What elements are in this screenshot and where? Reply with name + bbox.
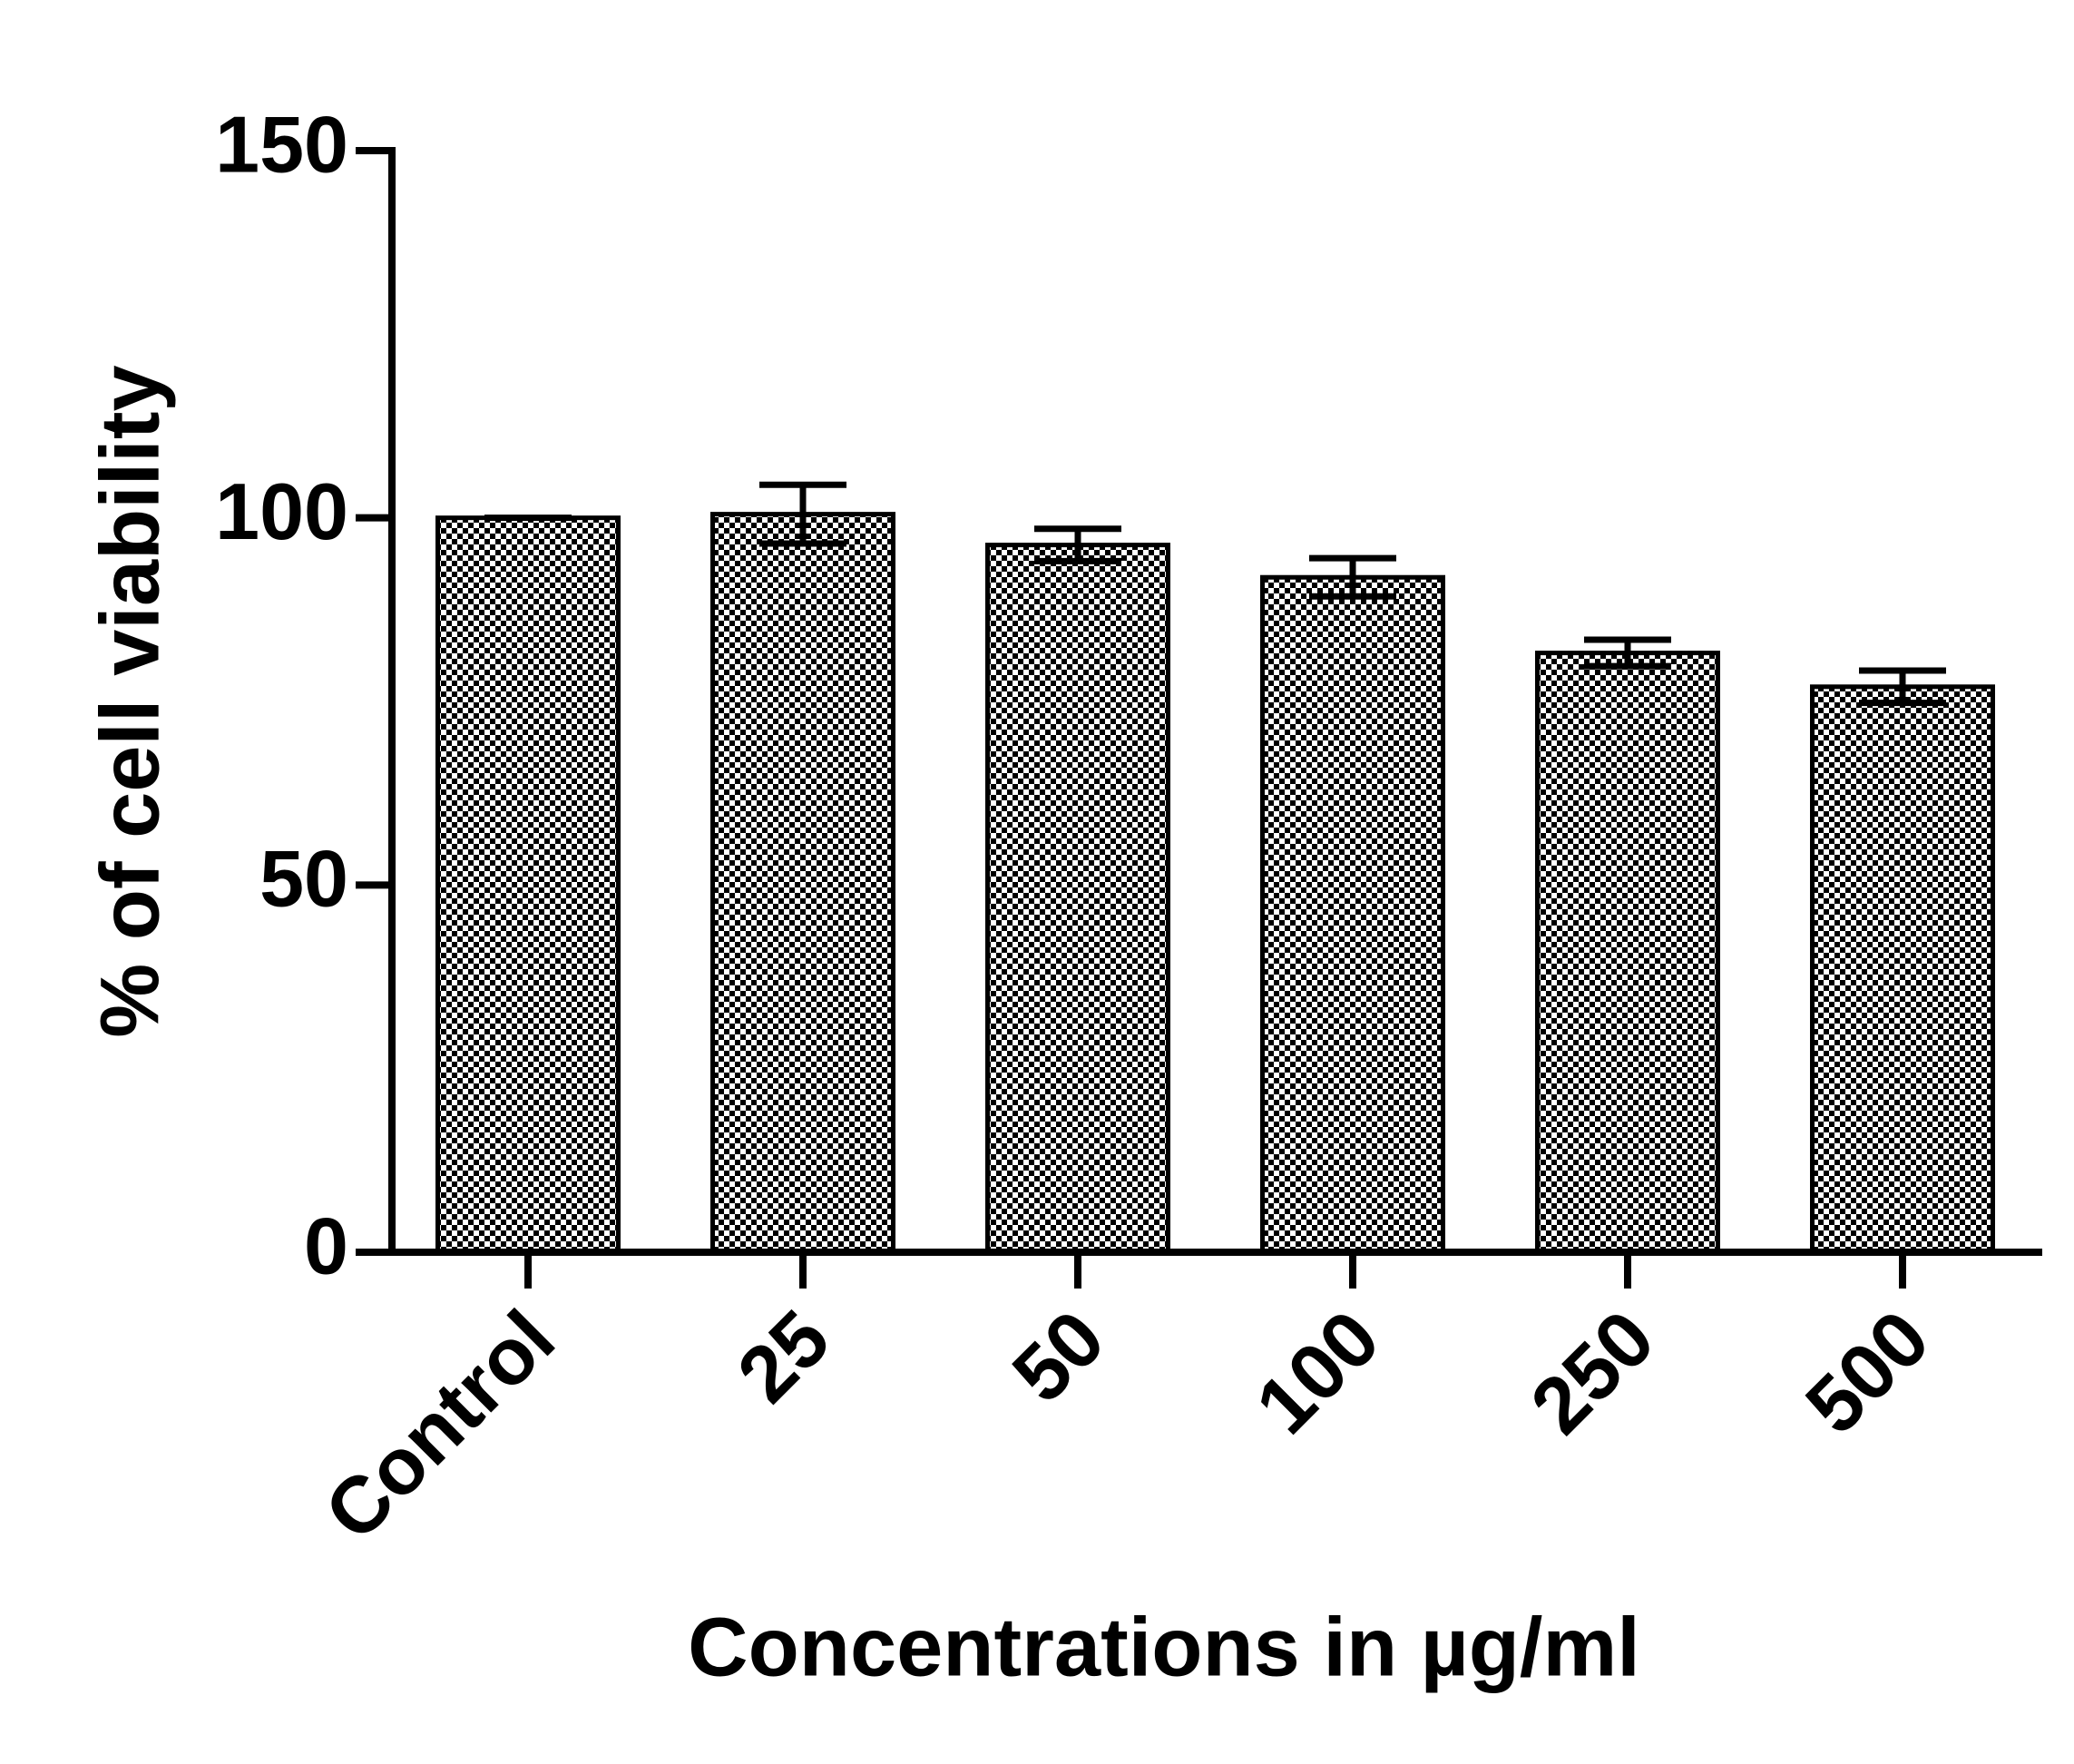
bar — [1810, 684, 1995, 1255]
error-bar — [1584, 636, 1671, 670]
y-tick-label: 150 — [215, 99, 348, 189]
y-tick-label: 100 — [215, 466, 348, 556]
x-tick-label: 500 — [1788, 1293, 1946, 1451]
y-tick-label: 50 — [259, 834, 348, 924]
error-bar — [1034, 525, 1121, 564]
x-tick-label: 100 — [1238, 1293, 1396, 1451]
bar — [435, 515, 621, 1255]
x-axis-title: Concentrations in µg/ml — [688, 1601, 1640, 1693]
y-tick-label: 0 — [304, 1200, 348, 1290]
error-bar — [759, 481, 846, 547]
bar — [1535, 651, 1720, 1255]
x-tick-label: Control — [308, 1293, 572, 1557]
x-tick-label: 50 — [995, 1293, 1121, 1419]
x-tick-label: 25 — [720, 1293, 846, 1419]
x-tick-label: 250 — [1513, 1293, 1671, 1451]
error-bar — [1859, 667, 1946, 707]
error-bar — [1309, 554, 1396, 600]
bar — [710, 512, 895, 1255]
y-axis-title: % of cell viability — [83, 365, 176, 1037]
bar — [985, 543, 1170, 1255]
bar — [1260, 574, 1445, 1255]
